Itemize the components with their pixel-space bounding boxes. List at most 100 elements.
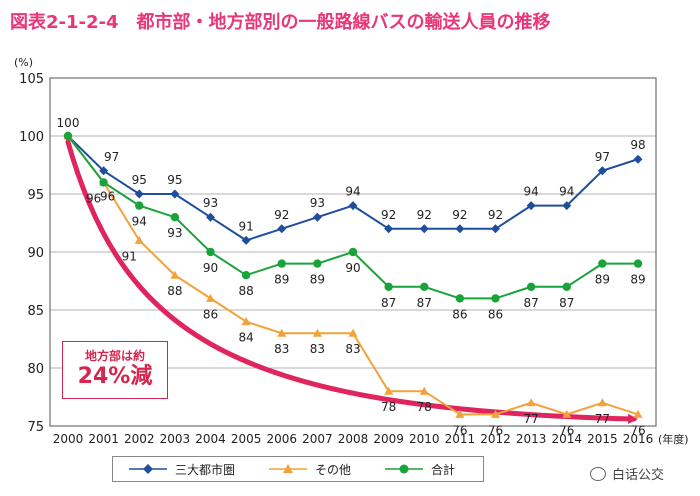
data-label-s0-2011: 92 (452, 208, 467, 222)
data-label-s2-2008: 90 (345, 261, 360, 275)
data-point-s0-2016 (633, 154, 643, 164)
annotation-line1: 地方部は約 (84, 349, 145, 363)
data-point-s1-2009 (384, 386, 394, 395)
x-tick-label-2010: 2010 (409, 432, 440, 446)
data-point-s0-2011 (455, 224, 465, 234)
chart-title: 図表2-1-2-4 都市部・地方部別の一般路線バスの輸送人員の推移 (10, 12, 551, 33)
data-label-s1-2013: 77 (523, 412, 538, 426)
plot-frame (49, 77, 657, 427)
data-point-s0-2007 (312, 212, 322, 222)
data-point-s0-2003 (170, 189, 180, 199)
y-tick-label-75: 75 (27, 420, 44, 435)
data-label-s2-2014: 87 (559, 296, 574, 310)
y-tick-label-80: 80 (27, 362, 44, 377)
data-label-s0-2012: 92 (488, 208, 503, 222)
data-point-s2-2003 (170, 213, 180, 222)
data-label-s0-2014: 94 (559, 185, 574, 199)
legend-item-other: その他 (269, 461, 351, 478)
data-label-s0-2000: 100 (57, 116, 80, 130)
data-point-s0-2002 (134, 189, 144, 199)
data-point-s0-2012 (491, 224, 500, 234)
x-tick-label-2013: 2013 (516, 432, 547, 446)
chart-legend: 三大都市圏 その他 合計 (112, 456, 484, 482)
data-label-s0-2003: 95 (167, 173, 182, 187)
x-tick-label-2005: 2005 (231, 432, 262, 446)
data-label-s0-2002: 95 (132, 173, 147, 187)
data-point-s1-2008 (348, 328, 358, 337)
watermark-text: 白话公交 (612, 468, 665, 483)
data-point-s2-2007 (313, 259, 322, 268)
data-label-s2-2004: 90 (203, 261, 218, 275)
data-point-s1-2002 (134, 235, 144, 244)
data-point-s2-2004 (206, 247, 215, 257)
data-point-s0-2010 (419, 224, 429, 234)
data-label-s1-2016: 76 (630, 423, 645, 437)
data-label-s0-2001: 97 (104, 150, 119, 164)
annotation-line2: 24%減 (77, 364, 153, 389)
data-point-s0-2008 (348, 201, 358, 211)
x-tick-label-2002: 2002 (124, 432, 155, 446)
x-tick-label-2003: 2003 (160, 432, 191, 446)
data-point-s2-2015 (598, 259, 607, 268)
decline-annotation: 地方部は約 24%減 (62, 341, 168, 399)
data-point-s0-2005 (241, 235, 251, 245)
data-point-s1-2015 (597, 398, 607, 407)
y-tick-label-95: 95 (27, 188, 44, 203)
data-point-s2-2002 (135, 201, 144, 210)
data-point-s1-2003 (170, 270, 180, 279)
data-label-s1-2015: 77 (595, 412, 610, 426)
data-label-s1-2006: 83 (274, 342, 289, 356)
data-label-s2-2013: 87 (523, 296, 538, 310)
data-label-s1-2010: 78 (417, 400, 432, 414)
data-label-s1-2005: 84 (238, 331, 253, 345)
data-point-s1-2013 (526, 398, 536, 407)
x-axis-unit: (年度) (658, 432, 689, 446)
x-tick-label-2011: 2011 (445, 432, 476, 446)
data-label-s2-2002: 94 (132, 215, 147, 229)
data-label-s2-2016: 89 (630, 273, 645, 287)
data-point-s2-2013 (526, 282, 536, 291)
x-tick-label-2001: 2001 (88, 432, 119, 446)
legend-marker-circle-icon (385, 464, 424, 474)
data-label-s0-2008: 94 (345, 185, 360, 199)
data-label-s1-2012: 76 (488, 423, 503, 437)
data-point-s0-2009 (384, 224, 394, 234)
decline-trend-arrow (65, 139, 638, 424)
data-label-s1-2008: 83 (345, 342, 360, 356)
data-point-s2-2012 (491, 294, 500, 303)
data-point-s2-2008 (348, 247, 358, 257)
data-point-s0-2013 (526, 201, 536, 211)
data-point-s1-2014 (562, 409, 572, 418)
x-tick-label-2015: 2015 (587, 432, 618, 446)
data-label-s2-2010: 87 (417, 296, 432, 310)
legend-item-metro: 三大都市圏 (129, 461, 235, 478)
data-point-s2-2014 (562, 282, 571, 291)
data-point-s2-2005 (241, 271, 251, 280)
data-point-s1-2005 (241, 317, 251, 326)
legend-marker-diamond-icon (129, 464, 167, 474)
data-point-s2-2009 (384, 282, 393, 291)
y-tick-label-100: 100 (19, 130, 44, 145)
data-label-s0-2016: 98 (630, 138, 645, 152)
data-point-s0-2014 (562, 201, 572, 211)
data-label-s2-2012: 86 (488, 307, 503, 321)
x-tick-label-2006: 2006 (266, 432, 297, 446)
x-tick-label-2000: 2000 (53, 432, 84, 446)
data-label-s0-2015: 97 (595, 150, 610, 164)
data-label-s2-2015: 89 (595, 273, 610, 287)
x-tick-label-2012: 2012 (480, 432, 511, 446)
data-point-s0-2015 (597, 166, 607, 176)
legend-item-total: 合計 (385, 461, 455, 478)
data-label-s1-2003: 88 (167, 284, 182, 298)
data-label-s0-2010: 92 (417, 208, 432, 222)
data-label-s0-2009: 92 (381, 208, 396, 222)
data-point-s2-2000 (63, 131, 73, 141)
data-label-s2-2006: 89 (274, 273, 289, 287)
legend-label-metro: 三大都市圏 (175, 462, 236, 477)
data-point-s1-2004 (206, 293, 215, 302)
data-label-s1-2011: 76 (452, 423, 467, 437)
x-tick-label-2014: 2014 (551, 432, 582, 446)
data-label-s2-2007: 89 (310, 273, 325, 287)
x-tick-label-2008: 2008 (338, 432, 369, 446)
watermark: 白话公交 (590, 464, 664, 483)
